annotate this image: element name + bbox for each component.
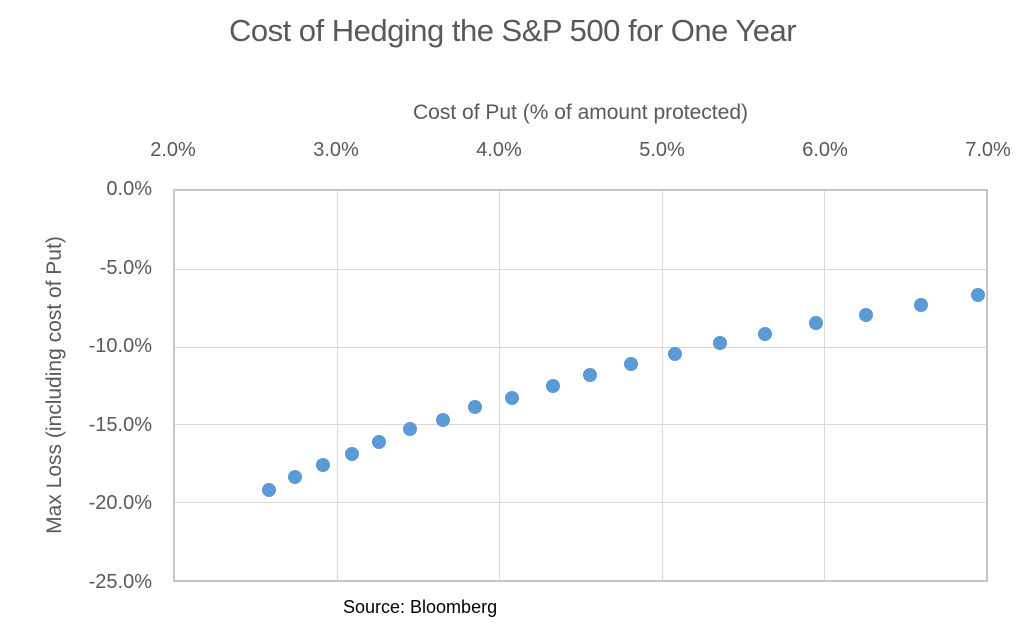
x-tick-label: 5.0% — [639, 139, 685, 161]
x-tick-label: 6.0% — [802, 139, 848, 161]
horizontal-gridline — [175, 268, 986, 270]
x-axis-title: Cost of Put (% of amount protected) — [413, 101, 748, 124]
chart-title: Cost of Hedging the S&P 500 for One Year — [228, 13, 797, 48]
data-point — [808, 316, 823, 331]
data-point — [914, 297, 929, 312]
horizontal-gridline — [175, 424, 986, 426]
source-note: Source: Bloomberg — [343, 597, 498, 617]
horizontal-gridline — [175, 502, 986, 504]
data-point — [583, 367, 598, 382]
data-point — [344, 446, 359, 461]
data-point — [545, 378, 560, 393]
data-point — [262, 482, 277, 497]
data-point — [858, 308, 873, 323]
y-tick-label: -15.0% — [88, 413, 152, 436]
y-tick-label: -20.0% — [88, 492, 152, 515]
plot-area — [173, 189, 988, 582]
x-tick-label: 3.0% — [313, 139, 359, 161]
data-point — [288, 470, 303, 485]
data-point — [758, 327, 773, 342]
vertical-gridline — [661, 191, 663, 580]
x-tick-label: 4.0% — [476, 139, 522, 161]
y-tick-label: -10.0% — [88, 335, 152, 358]
data-point — [315, 457, 330, 472]
vertical-gridline — [337, 191, 339, 580]
vertical-gridline — [823, 191, 825, 580]
y-axis-title: Max Loss (including cost of Put) — [43, 236, 66, 534]
data-point — [667, 347, 682, 362]
x-tick-label: 7.0% — [965, 139, 1011, 161]
data-point — [468, 400, 483, 415]
data-point — [712, 336, 727, 351]
y-tick-label: -25.0% — [88, 571, 152, 593]
y-tick-label: -5.0% — [99, 256, 152, 279]
data-point — [505, 390, 520, 405]
horizontal-gridline — [175, 346, 986, 348]
data-point — [403, 422, 418, 437]
vertical-gridline — [499, 191, 501, 580]
data-point — [435, 412, 450, 427]
data-point — [623, 356, 638, 371]
data-point — [970, 288, 985, 303]
y-tick-label: 0.0% — [106, 178, 152, 200]
x-tick-label: 2.0% — [150, 139, 196, 161]
data-point — [372, 434, 387, 449]
